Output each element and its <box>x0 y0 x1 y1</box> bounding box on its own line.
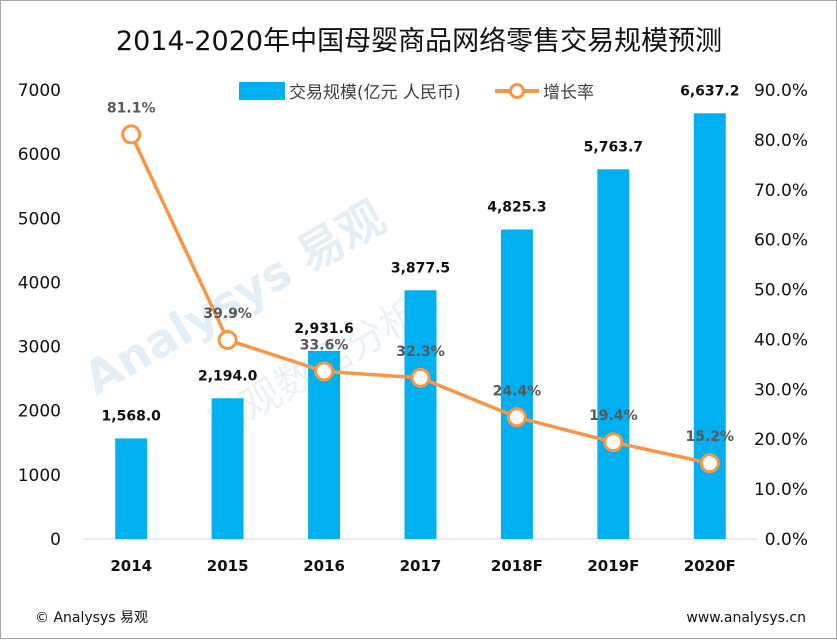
y-right-tick-label: 40.0% <box>754 330 808 350</box>
rate-value-label: 81.1% <box>107 100 156 116</box>
x-axis: 2014 2015 2016 2017 2018F 2019F 2020F <box>110 557 735 575</box>
rate-point <box>410 367 431 388</box>
rate-value-label: 24.4% <box>493 383 542 399</box>
rate-point <box>699 453 720 474</box>
bar-value-label: 1,568.0 <box>102 408 162 424</box>
footer-website: www.analysys.cn <box>686 610 806 626</box>
y-left-tick-label: 1000 <box>18 466 61 486</box>
y-right-tick-label: 0.0% <box>765 530 808 550</box>
y-left-tick-label: 7000 <box>18 81 61 101</box>
y-right-tick-label: 70.0% <box>754 181 808 201</box>
rate-value-label: 15.2% <box>685 429 734 445</box>
y-left-tick-label: 0 <box>50 530 61 550</box>
y-left-tick-label: 6000 <box>18 145 61 165</box>
y-right-tick-label: 10.0% <box>754 480 808 500</box>
legend-label-bar: 交易规模(亿元 人民币) <box>289 83 461 103</box>
rate-value-label: 19.4% <box>589 408 638 424</box>
y-left-tick-label: 2000 <box>18 402 61 422</box>
rate-point <box>603 432 624 453</box>
bar <box>308 350 341 539</box>
bar-value-label: 3,877.5 <box>391 260 450 276</box>
y-axis-left: 0 1000 2000 3000 4000 5000 6000 7000 <box>18 81 61 550</box>
x-tick-label: 2018F <box>491 557 543 575</box>
chart-title: 2014-2020年中国母婴商品网络零售交易规模预测 <box>116 26 722 57</box>
x-tick-label: 2014 <box>110 557 152 575</box>
rate-value-label: 32.3% <box>396 344 445 360</box>
bar-value-label: 5,763.7 <box>584 139 643 155</box>
y-right-tick-label: 80.0% <box>754 131 808 151</box>
footer-copyright: © Analysys 易观 <box>35 610 148 626</box>
bar <box>693 113 726 539</box>
x-tick-label: 2015 <box>207 557 249 575</box>
bar-value-label: 2,931.6 <box>294 321 353 337</box>
x-tick-label: 2019F <box>587 557 639 575</box>
legend-swatch-marker <box>509 83 525 99</box>
bar-series <box>115 113 726 540</box>
y-right-tick-label: 50.0% <box>754 281 808 301</box>
bar <box>404 290 437 539</box>
x-tick-label: 2016 <box>303 557 345 575</box>
rate-value-label: 33.6% <box>300 337 349 353</box>
bar <box>597 169 630 540</box>
bar-value-label: 6,637.2 <box>680 83 739 99</box>
bar-data-labels: 1,568.0 2,194.0 2,931.6 3,877.5 4,825.3 5,763… <box>102 83 740 424</box>
legend: 交易规模(亿元 人民币) 增长率 <box>239 82 594 103</box>
rate-point <box>217 329 238 350</box>
x-tick-label: 2020F <box>684 557 736 575</box>
y-left-tick-label: 3000 <box>18 338 61 358</box>
y-right-tick-label: 90.0% <box>754 81 808 101</box>
y-right-tick-label: 30.0% <box>754 380 808 400</box>
y-left-tick-label: 5000 <box>18 209 61 229</box>
legend-label-line: 增长率 <box>543 83 594 103</box>
y-axis-right: 0.0% 10.0% 20.0% 30.0% 40.0% 50.0% 60.0% 70.0% 8… <box>754 81 808 550</box>
y-right-tick-label: 60.0% <box>754 231 808 251</box>
rate-point <box>314 361 335 382</box>
rate-value-label: 39.9% <box>203 306 252 322</box>
x-tick-label: 2017 <box>400 557 442 575</box>
bar-value-label: 4,825.3 <box>487 199 546 215</box>
rate-point <box>121 124 142 145</box>
bar <box>500 229 533 540</box>
y-right-tick-label: 20.0% <box>754 430 808 450</box>
bar <box>115 438 148 539</box>
bar <box>211 398 244 539</box>
rate-series <box>121 124 720 474</box>
rate-data-labels: 81.1% 39.9% 33.6% 32.3% 24.4% 19.4% 15.2% <box>107 100 734 445</box>
y-left-tick-label: 4000 <box>18 273 61 293</box>
rate-point <box>506 407 527 428</box>
legend-swatch-bar <box>239 82 285 100</box>
bar-value-label: 2,194.0 <box>198 368 258 384</box>
